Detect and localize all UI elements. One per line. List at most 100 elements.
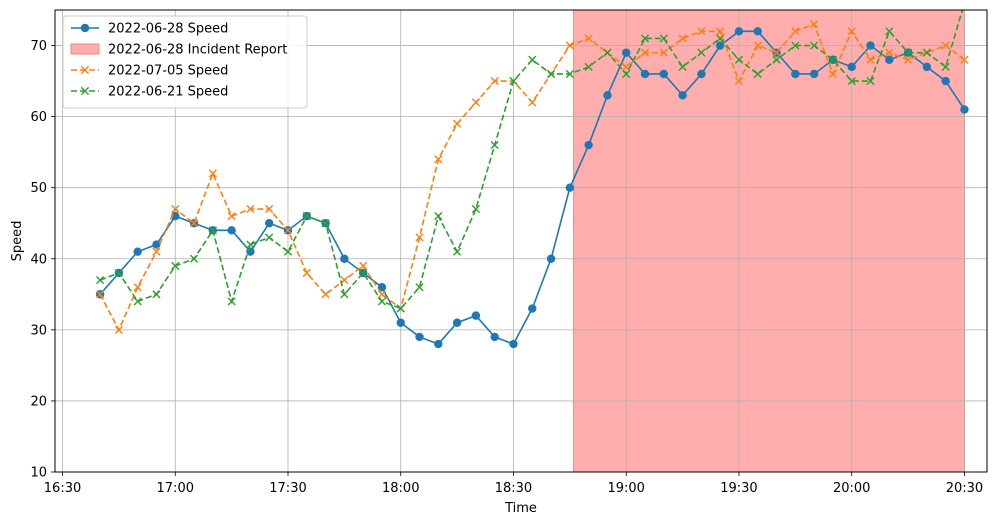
data-point — [546, 69, 556, 79]
data-point — [734, 27, 744, 36]
legend-entry: 2022-07-05 Speed — [71, 64, 228, 79]
data-point — [772, 48, 781, 57]
data-point — [171, 211, 180, 221]
x-tick-label: 19:30 — [720, 481, 757, 496]
x-tick-label: 20:00 — [833, 481, 870, 496]
data-point — [396, 318, 405, 327]
legend: 2022-06-28 Speed 2022-06-28 Incident Repo… — [62, 15, 308, 109]
data-point — [528, 304, 537, 313]
data-point — [640, 48, 650, 57]
data-point — [471, 204, 480, 214]
data-point — [885, 55, 894, 64]
data-point — [471, 311, 481, 320]
data-point — [960, 105, 969, 114]
legend-marker — [80, 65, 90, 75]
data-point — [133, 247, 142, 256]
data-point — [452, 318, 462, 327]
data-point — [396, 304, 405, 313]
data-point — [546, 254, 556, 263]
y-axis-title: Speed — [10, 221, 25, 262]
data-point — [227, 212, 236, 221]
data-point — [659, 48, 668, 57]
data-point — [171, 261, 180, 270]
x-tick-label: 17:00 — [157, 481, 194, 496]
data-point — [584, 140, 593, 150]
data-point — [565, 69, 574, 79]
data-point — [96, 290, 105, 299]
shade-layer — [573, 9, 965, 473]
data-point — [321, 290, 330, 299]
data-point — [302, 212, 311, 221]
data-point — [227, 297, 236, 306]
legend-label: 2022-06-21 Speed — [108, 85, 228, 100]
data-point — [265, 204, 274, 214]
data-point — [659, 34, 668, 43]
data-point — [697, 27, 706, 36]
y-tick-label: 10 — [30, 466, 47, 481]
data-point — [772, 55, 781, 64]
data-point — [603, 91, 612, 100]
data-point — [434, 212, 443, 221]
data-point — [640, 69, 650, 79]
data-point — [678, 34, 687, 43]
series-3 — [96, 10, 964, 313]
data-point — [246, 240, 255, 249]
data-point — [809, 69, 819, 79]
data-point — [659, 69, 669, 79]
y-tick-label: 60 — [30, 110, 47, 125]
data-point — [734, 55, 744, 64]
data-point — [415, 233, 424, 242]
x-tick-label: 18:30 — [495, 481, 532, 496]
data-point — [715, 41, 725, 50]
data-point — [603, 48, 612, 57]
data-point — [847, 62, 856, 72]
data-point — [866, 41, 875, 50]
data-point — [302, 268, 311, 278]
data-point — [359, 261, 368, 270]
data-point — [96, 275, 105, 285]
data-point — [114, 325, 123, 334]
data-point — [189, 254, 199, 263]
data-point — [640, 34, 650, 43]
tick-layer: 16:30 17:00 17:30 18:00 18:30 19:00 19:30 20:00… — [30, 39, 983, 496]
data-point — [171, 204, 180, 214]
data-point — [622, 69, 631, 79]
data-point — [866, 76, 875, 86]
x-tick-label: 17:30 — [269, 481, 306, 496]
series-line — [99, 10, 964, 310]
data-point — [133, 283, 142, 292]
legend-box — [62, 15, 308, 109]
data-point — [283, 247, 293, 256]
legend-marker — [80, 23, 90, 33]
data-point — [903, 55, 913, 64]
data-point — [453, 119, 462, 128]
data-point — [697, 69, 706, 79]
data-point — [678, 91, 687, 100]
data-point — [453, 247, 462, 256]
data-point — [828, 69, 838, 79]
data-point — [622, 48, 631, 57]
data-point — [734, 76, 744, 86]
data-point — [321, 219, 330, 228]
legend-marker — [80, 86, 90, 96]
data-point — [246, 204, 255, 214]
data-point — [810, 41, 819, 50]
y-tick-label: 50 — [30, 181, 47, 196]
data-point — [415, 332, 424, 342]
data-point — [716, 27, 725, 36]
data-point — [490, 332, 499, 342]
legend-label: 2022-06-28 Speed — [108, 22, 228, 37]
data-point — [753, 41, 762, 50]
data-point — [847, 27, 856, 36]
data-point — [509, 339, 518, 349]
legend-entry: 2022-06-28 Incident Report — [70, 43, 287, 58]
data-point — [340, 254, 349, 263]
data-point — [565, 41, 574, 50]
legend-entry: 2022-06-28 Speed — [71, 22, 228, 37]
data-point — [753, 27, 762, 36]
data-point — [283, 226, 293, 235]
data-point — [434, 339, 443, 349]
data-point — [791, 27, 800, 36]
data-point — [189, 219, 199, 228]
x-tick-label: 16:30 — [44, 481, 81, 496]
